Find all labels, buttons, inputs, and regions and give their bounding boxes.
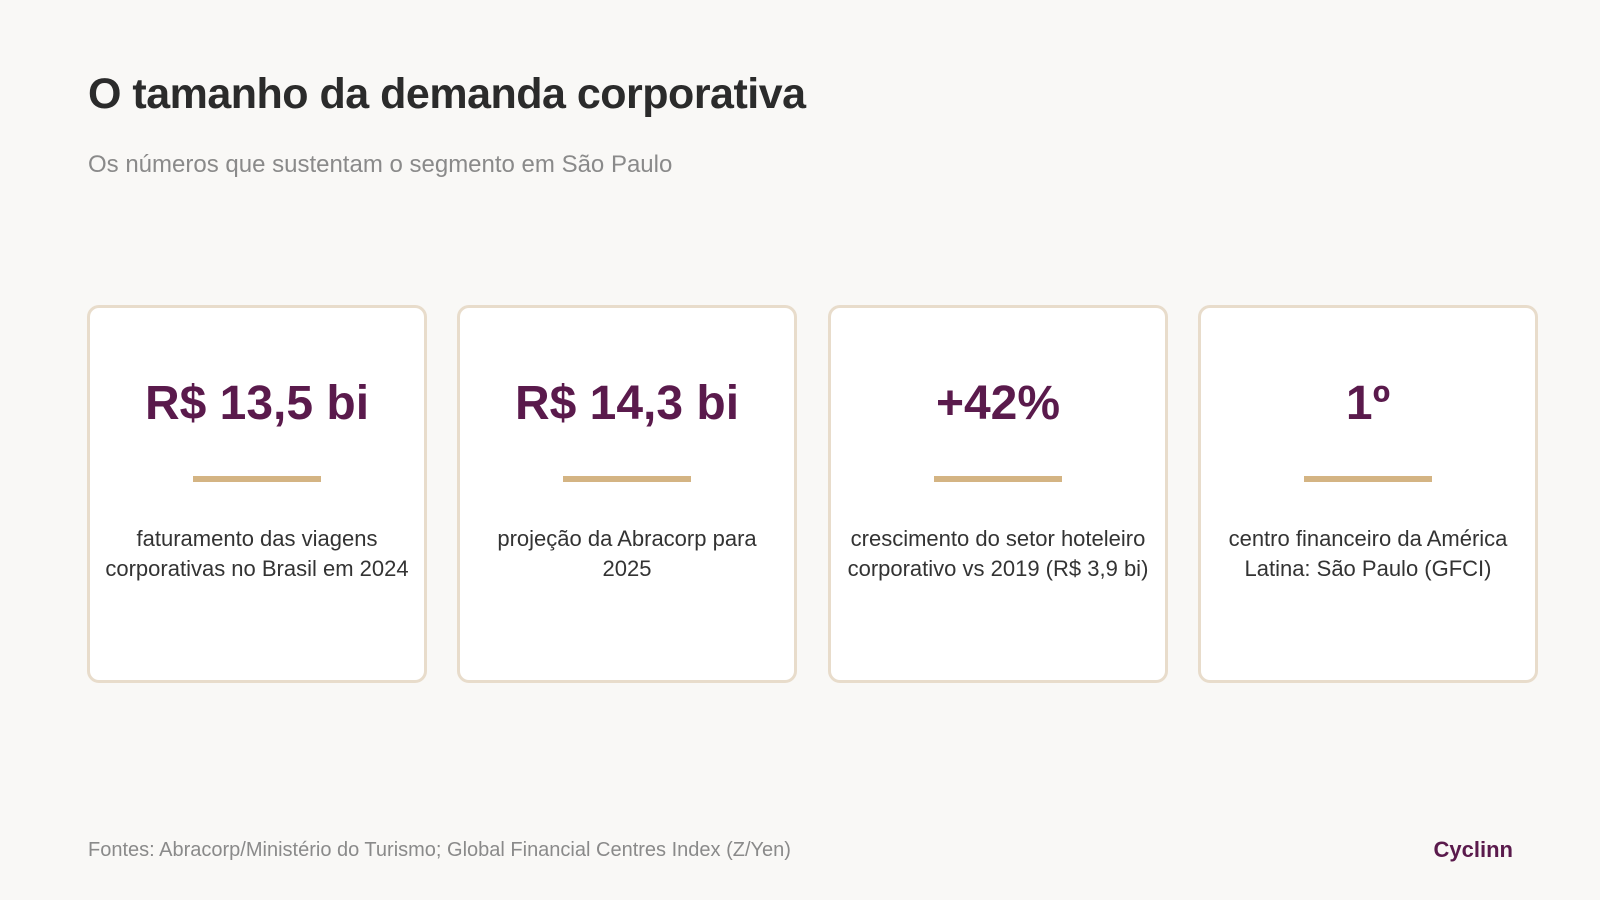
divider (193, 476, 321, 482)
stat-description: faturamento das viagens corporativas no … (105, 526, 409, 581)
divider (934, 476, 1062, 482)
stat-card: +42% crescimento do setor hoteleiro corp… (828, 305, 1168, 683)
stat-description: projeção da Abracorp para 2025 (497, 526, 757, 581)
stat-description: centro financeiro da América Latina: São… (1228, 526, 1508, 581)
stat-value: R$ 14,3 bi (514, 377, 740, 430)
stat-value: R$ 13,5 bi (144, 377, 370, 430)
page-subtitle: Os números que sustentam o segmento em S… (88, 151, 673, 178)
stat-card: R$ 13,5 bi faturamento das viagens corpo… (87, 305, 427, 683)
stat-value: 1º (1345, 377, 1391, 430)
stat-card: 1º centro financeiro da América Latina: … (1198, 305, 1538, 683)
brand-logo: Cyclinn (1433, 837, 1513, 862)
divider (1304, 476, 1432, 482)
stat-description: crescimento do setor hoteleiro corporati… (847, 526, 1149, 581)
divider (563, 476, 691, 482)
sources-footnote: Fontes: Abracorp/Ministério do Turismo; … (88, 839, 791, 861)
stat-cards: R$ 13,5 bi faturamento das viagens corpo… (87, 305, 1539, 685)
stat-value: +42% (935, 377, 1061, 430)
page-title: O tamanho da demanda corporativa (88, 70, 806, 118)
stat-card: R$ 14,3 bi projeção da Abracorp para 202… (457, 305, 797, 683)
